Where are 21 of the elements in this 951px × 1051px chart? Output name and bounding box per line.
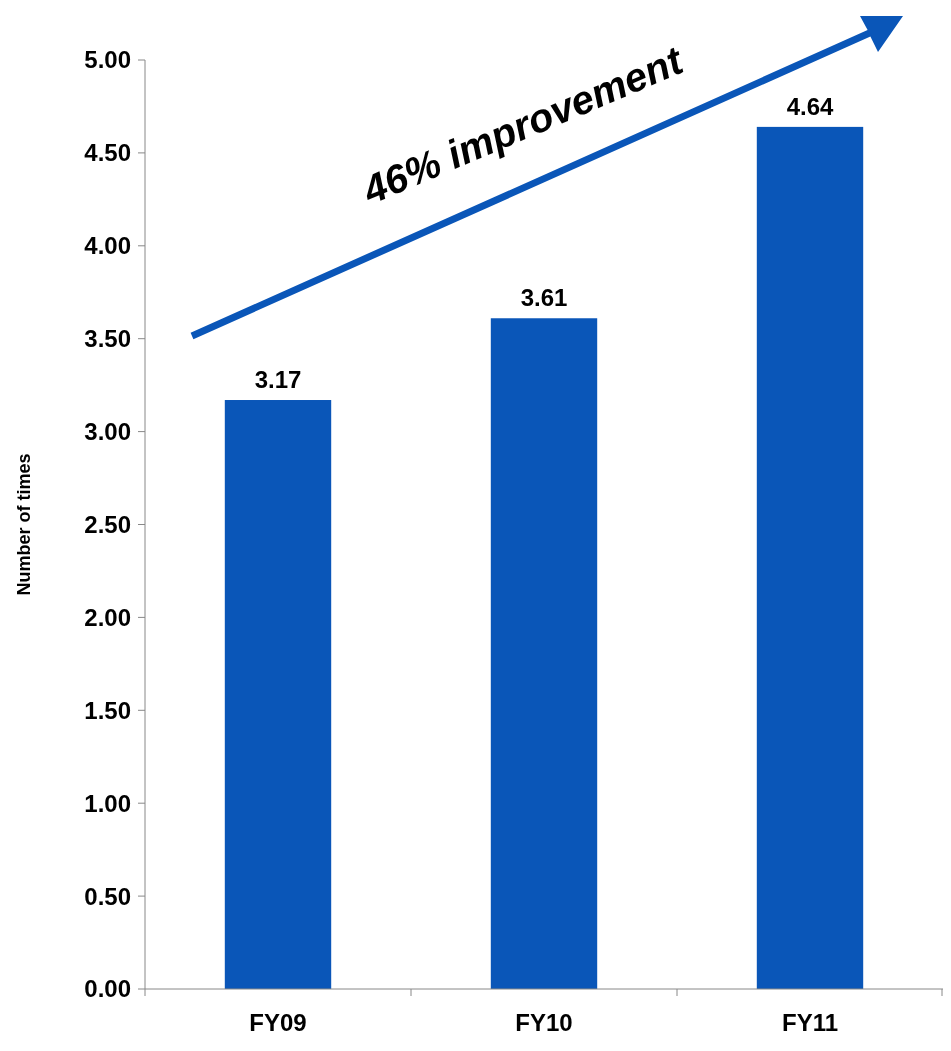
y-tick-label: 4.00: [84, 232, 131, 260]
y-tick-label: 4.50: [84, 139, 131, 167]
y-tick-label: 0.00: [84, 975, 131, 1003]
data-label: 3.61: [520, 284, 568, 312]
y-tick-label: 0.50: [84, 882, 131, 910]
y-tick-label: 1.00: [84, 789, 131, 817]
y-tick-label: 2.50: [84, 510, 131, 538]
y-tick-label: 3.50: [84, 325, 131, 353]
y-tick-label: 2.00: [84, 603, 131, 631]
y-tick-label: 5.00: [84, 46, 131, 74]
bar: [224, 400, 332, 989]
bar: [490, 318, 598, 989]
y-axis-title: Number of times: [14, 453, 34, 596]
data-label: 4.64: [786, 92, 834, 120]
bar: [756, 126, 864, 989]
data-label: 3.17: [254, 366, 302, 394]
y-tick-label: 3.00: [84, 418, 131, 445]
x-tick-label: FY11: [781, 1009, 839, 1036]
x-tick-label: FY09: [249, 1009, 307, 1036]
x-tick-label: FY10: [515, 1009, 573, 1036]
y-tick-label: 1.50: [84, 696, 131, 724]
